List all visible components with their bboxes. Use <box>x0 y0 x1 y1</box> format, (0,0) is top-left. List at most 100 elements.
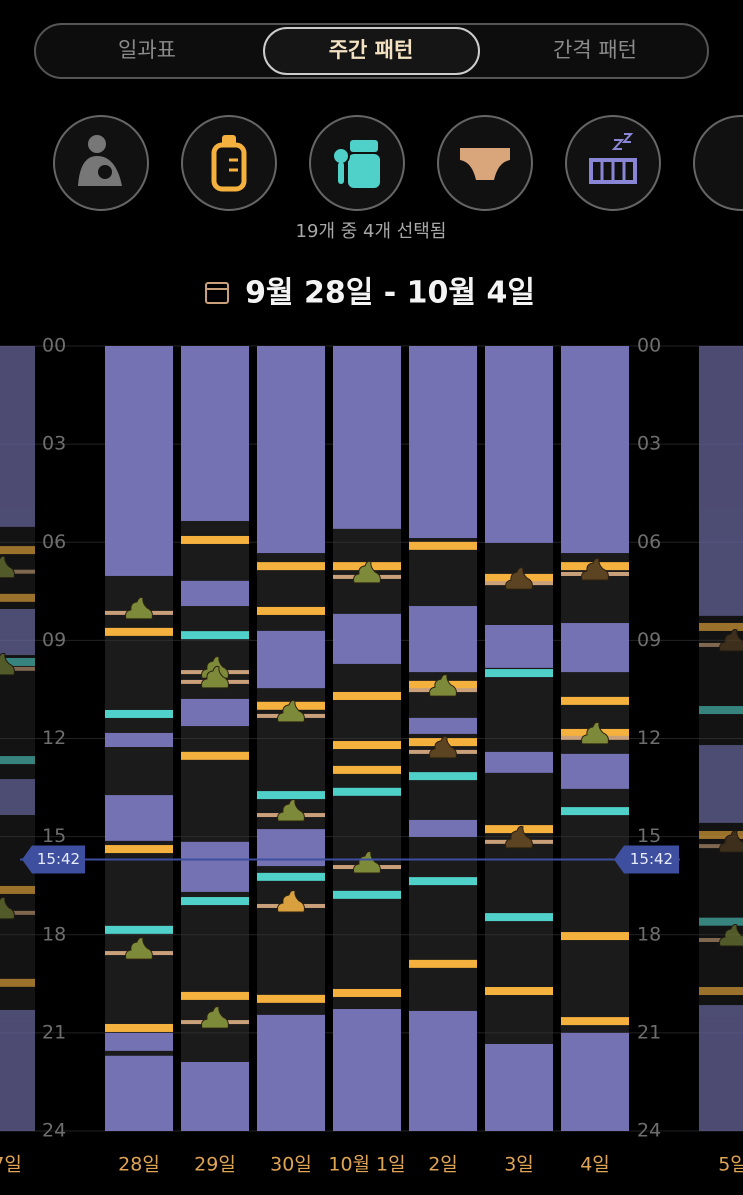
sleep-block <box>257 1014 325 1131</box>
sleep-block <box>333 1008 401 1131</box>
day-label: 2일 <box>428 1154 458 1176</box>
feeding-mark <box>409 959 477 968</box>
date-range[interactable]: 9월 28일 - 10월 4일 <box>245 276 535 311</box>
diaper-icon <box>0 652 15 676</box>
feeding-mark <box>181 535 249 544</box>
diaper-icon <box>719 923 743 947</box>
sleep-block <box>699 1005 743 1131</box>
diaper-icon <box>429 735 457 759</box>
y-tick-label: 18 <box>42 923 66 945</box>
y-tick-label: 03 <box>637 433 661 455</box>
sleep-block <box>105 1032 173 1051</box>
y-tick-label: 15 <box>42 825 66 847</box>
sleep-block <box>699 745 743 823</box>
diaper-icon <box>201 665 229 689</box>
sleep-block <box>105 732 173 748</box>
food-mark <box>561 807 629 816</box>
day <box>105 346 173 1131</box>
y-tick-label: 00 <box>42 335 66 357</box>
diaper-icon <box>0 896 15 920</box>
day-label: 4일 <box>580 1154 610 1176</box>
y-tick-label: 03 <box>42 433 66 455</box>
day-label: 5일 <box>718 1154 743 1176</box>
feeding-mark <box>699 987 743 996</box>
feeding-mark <box>409 541 477 550</box>
y-tick-label: 24 <box>637 1120 661 1142</box>
sleep-block <box>409 346 477 538</box>
food-mark <box>333 787 401 796</box>
diaper-icon <box>505 567 533 590</box>
feeding-mark <box>561 696 629 705</box>
sleep-block <box>485 751 553 773</box>
feeding-mark <box>105 1023 173 1032</box>
food-mark <box>333 890 401 899</box>
diaper-icon <box>125 937 153 960</box>
y-tick-label: 21 <box>637 1021 661 1043</box>
tab-selected-pill <box>263 27 480 75</box>
feeding-mark <box>181 991 249 1000</box>
icon-sleep[interactable] <box>565 115 661 211</box>
sleep-block <box>105 1055 173 1131</box>
feeding-mark <box>699 622 743 631</box>
diaper-icon <box>581 557 609 581</box>
tab[interactable]: 간격 패턴 <box>553 38 637 62</box>
diaper-icon <box>353 851 381 874</box>
day <box>485 346 553 1131</box>
feeding-mark <box>181 751 249 760</box>
sleep-block <box>409 606 477 673</box>
feeding-mark <box>0 978 35 987</box>
sleep-block <box>0 608 35 656</box>
sleep-block <box>561 1032 629 1131</box>
food-mark <box>0 756 35 765</box>
diaper-icon <box>277 699 305 723</box>
sleep-block <box>333 613 401 664</box>
diaper-icon <box>201 1006 229 1029</box>
sleep-block <box>181 346 249 521</box>
tab-active[interactable]: 주간 패턴 <box>329 38 414 62</box>
day <box>181 346 249 1131</box>
diaper-icon <box>277 799 305 822</box>
feeding-mark <box>561 932 629 941</box>
feeding-mark <box>105 845 173 854</box>
icon-breastfeed[interactable] <box>53 115 149 211</box>
icon-bottle[interactable] <box>181 115 277 211</box>
y-tick-label: 06 <box>637 531 661 553</box>
feeding-mark <box>333 765 401 774</box>
selection-count: 19개 중 4개 선택됨 <box>296 221 447 242</box>
diaper-icon <box>0 555 15 579</box>
sleep-block <box>485 1043 553 1131</box>
food-mark <box>105 925 173 934</box>
y-tick-label: 21 <box>42 1021 66 1043</box>
day-label: 30일 <box>270 1154 312 1176</box>
y-tick-label: 12 <box>637 727 661 749</box>
sleep-block <box>0 346 35 527</box>
diaper-line <box>0 569 35 574</box>
calendar-icon <box>205 282 229 304</box>
now-badge <box>614 845 679 874</box>
icon-food[interactable] <box>309 115 405 211</box>
diaper-line <box>0 910 35 915</box>
sleep-block <box>485 625 553 668</box>
y-tick-label: 06 <box>42 531 66 553</box>
day-label: 28일 <box>118 1154 160 1176</box>
tab[interactable]: 일과표 <box>118 38 176 62</box>
day-label: 29일 <box>194 1154 236 1176</box>
icon-diaper[interactable] <box>437 115 533 211</box>
weekly-chart: 00 00 03 03 06 06 09 09 12 12 15 15 18 18 21 21 24 24 27일 2… <box>0 335 743 1176</box>
feeding-mark <box>105 627 173 636</box>
diaper-icon <box>429 674 457 697</box>
feeding-mark <box>333 691 401 700</box>
feeding-mark <box>257 562 325 571</box>
sleep-block <box>0 779 35 816</box>
diaper-icon <box>125 596 153 620</box>
y-tick-label: 09 <box>637 629 661 651</box>
sleep-block <box>409 717 477 734</box>
y-tick-label: 15 <box>637 825 661 847</box>
feeding-mark <box>0 546 35 555</box>
day-label: 3일 <box>504 1154 534 1176</box>
y-tick-label: 24 <box>42 1120 66 1142</box>
icon-more[interactable] <box>693 115 743 211</box>
food-mark <box>105 709 173 718</box>
y-tick-label: 00 <box>637 335 661 357</box>
food-mark <box>699 917 743 926</box>
